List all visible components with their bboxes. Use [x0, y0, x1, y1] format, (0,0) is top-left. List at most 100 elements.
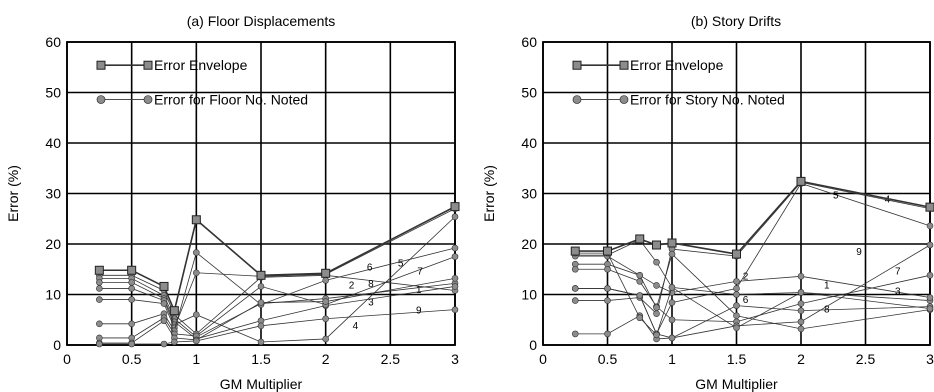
envelope-point: [603, 246, 612, 256]
series-line: [575, 263, 931, 298]
series-point: [171, 338, 178, 346]
chart-title: (a) Floor Displacements: [187, 13, 336, 29]
series-point: [96, 320, 103, 328]
series-point: [604, 297, 611, 304]
series-point: [193, 249, 200, 256]
series-point: [160, 300, 168, 307]
y-tick-label: 30: [45, 186, 61, 202]
legend-label: Error for Story No. Noted: [630, 92, 785, 108]
y-tick-label: 20: [45, 236, 61, 252]
series-point: [257, 322, 265, 330]
series-point: [193, 311, 200, 319]
series-point: [604, 330, 611, 338]
envelope-point: [635, 234, 645, 244]
envelope-point: [796, 176, 806, 186]
series-point: [797, 307, 805, 314]
series-point: [128, 279, 135, 286]
legend-label: Error Envelope: [630, 57, 724, 73]
x-axis-title: GM Multiplier: [695, 376, 778, 392]
x-tick-label: 1.5: [727, 351, 747, 367]
series-point: [160, 340, 168, 348]
series-line: [575, 239, 931, 301]
series-label: 3: [368, 298, 374, 309]
series-5: 5: [571, 179, 934, 317]
envelope-point: [321, 268, 331, 278]
legend-label: Error Envelope: [154, 57, 248, 73]
x-axis-title: GM Multiplier: [220, 376, 303, 392]
legend-entry: Error Envelope: [572, 57, 724, 73]
series-point: [96, 279, 103, 286]
series-label: 7: [417, 266, 423, 277]
series-label: 4: [353, 321, 359, 332]
legend-circle-marker: [619, 95, 629, 104]
series-point: [653, 282, 660, 289]
x-tick-label: 1: [192, 351, 200, 367]
x-tick-label: 1: [668, 351, 676, 367]
series-9: 9: [96, 306, 459, 348]
legend-circle-marker: [143, 95, 153, 104]
series-point: [926, 222, 934, 230]
series-point: [653, 331, 660, 339]
envelope-line: [99, 205, 456, 314]
legend-square-marker: [572, 60, 582, 70]
series-point: [733, 291, 740, 298]
series-4: 4: [571, 180, 934, 338]
series-point: [636, 314, 644, 322]
envelope-point: [169, 306, 179, 316]
grid: [542, 41, 931, 346]
series-line: [99, 277, 456, 344]
series-label: 6: [367, 262, 373, 273]
series-label: 8: [368, 279, 374, 290]
series-label: 9: [856, 247, 862, 258]
y-tick-label: 60: [45, 34, 61, 50]
series-point: [668, 299, 676, 306]
x-tick-label: 2.5: [856, 351, 876, 367]
y-tick-label: 50: [45, 85, 61, 101]
y-tick-label: 60: [521, 34, 537, 50]
series-label: 2: [743, 271, 749, 282]
series-point: [257, 283, 265, 290]
x-tick-label: 0: [63, 351, 71, 367]
series-line: [99, 274, 456, 335]
x-tick-label: 0.5: [598, 351, 618, 367]
y-tick-label: 40: [45, 135, 61, 151]
series-label: 5: [833, 191, 839, 202]
series-line: [99, 281, 456, 340]
series-point: [653, 310, 660, 317]
series-point: [733, 278, 740, 285]
series-7: 7: [96, 253, 459, 342]
series-point: [926, 305, 934, 312]
series-point: [128, 285, 135, 292]
chart-title: (b) Story Drifts: [691, 13, 781, 29]
series-point: [571, 285, 579, 292]
y-tick-label: 50: [521, 85, 537, 101]
series-point: [797, 289, 805, 296]
series-point: [322, 335, 329, 343]
series-label: 1: [416, 285, 422, 296]
y-tick-label: 10: [45, 287, 61, 303]
envelope-point: [256, 270, 266, 280]
series-point: [733, 302, 740, 309]
envelope-point: [667, 238, 677, 248]
legend-square-marker: [143, 60, 153, 70]
series-point: [926, 241, 934, 249]
series-point: [797, 273, 805, 280]
series-point: [257, 338, 265, 346]
series-point: [797, 318, 805, 326]
series-line: [99, 208, 456, 329]
x-tick-label: 1.5: [251, 351, 271, 367]
series-point: [128, 296, 135, 303]
series-label: 1: [824, 280, 830, 291]
series-label: 9: [416, 306, 422, 317]
series-point: [571, 330, 579, 338]
plot-frame: [542, 41, 931, 346]
series-point: [733, 312, 740, 320]
envelope-point: [127, 265, 137, 275]
series-point: [926, 272, 934, 279]
series-point: [926, 294, 934, 301]
series-point: [257, 299, 265, 306]
envelope-point: [191, 215, 201, 225]
series-point: [451, 283, 459, 290]
series-point: [636, 292, 644, 299]
series-label: 6: [743, 295, 749, 306]
